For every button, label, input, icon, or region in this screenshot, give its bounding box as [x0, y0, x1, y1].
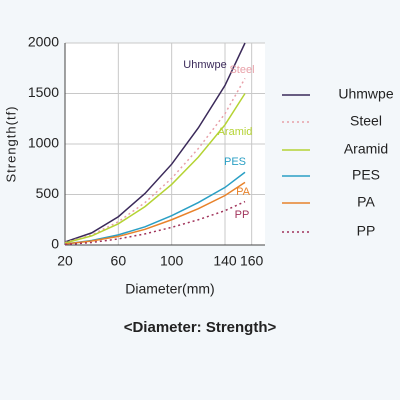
x-tick-label: 20: [57, 253, 73, 269]
y-tick-label: 0: [51, 236, 59, 252]
y-axis-title: Strength(tf): [3, 105, 18, 182]
series-line: [64, 181, 246, 245]
curve-label: Aramid: [218, 126, 253, 138]
x-tick-label: 140: [213, 253, 237, 269]
legend-label: PP: [357, 223, 376, 239]
y-tick-label: 1500: [28, 84, 59, 100]
curve-label: PP: [235, 209, 250, 221]
curve-label: Steel: [229, 64, 254, 76]
legend-label: Uhmwpe: [338, 86, 393, 102]
y-tick-label: 1000: [28, 135, 59, 151]
x-axis-title: Diameter(mm): [125, 281, 214, 297]
y-tick-label: 2000: [28, 34, 59, 50]
curve-label: PES: [224, 156, 246, 168]
legend-label: Steel: [350, 113, 382, 129]
legend-label: Aramid: [344, 141, 388, 157]
legend-label: PA: [357, 194, 375, 210]
series-line: [64, 200, 246, 246]
x-tick-label: 100: [160, 253, 184, 269]
caption: <Diameter: Strength>: [124, 319, 277, 336]
series-line: [64, 42, 246, 243]
x-tick-label: 160: [240, 253, 264, 269]
curve-label: Uhmwpe: [183, 59, 226, 71]
curve-label: PA: [236, 186, 251, 198]
y-tick-label: 500: [36, 185, 60, 201]
series-line: [64, 93, 246, 244]
legend-label: PES: [352, 167, 380, 183]
x-tick-label: 60: [111, 253, 127, 269]
